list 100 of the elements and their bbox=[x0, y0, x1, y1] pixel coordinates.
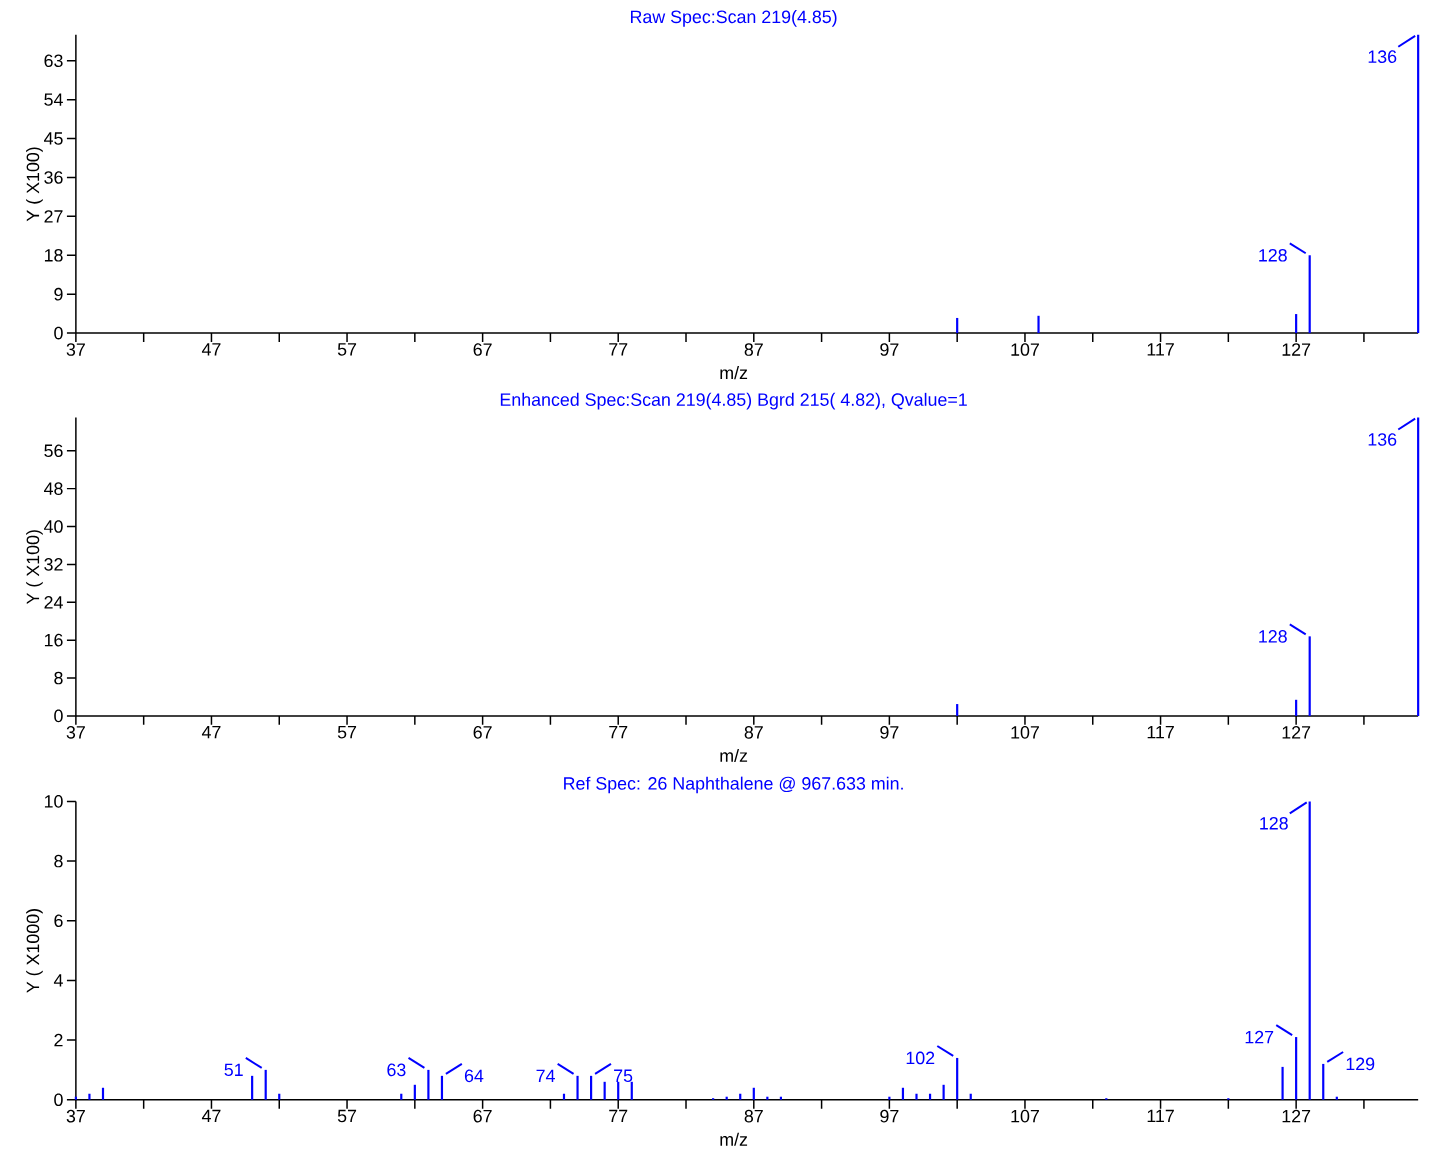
y-tick-label: 0 bbox=[54, 709, 63, 723]
y-tick-label: 18 bbox=[44, 248, 63, 262]
bar bbox=[901, 1087, 905, 1100]
bar bbox=[251, 1075, 254, 1100]
x-tick-label: 117 bbox=[1147, 343, 1174, 356]
x-tick-label: 97 bbox=[880, 725, 899, 739]
y-tick-label: 40 bbox=[44, 520, 63, 533]
x-tick-label: 57 bbox=[337, 343, 357, 356]
chart-title: Raw Spec:Scan 219(4.85) bbox=[630, 9, 837, 27]
bar bbox=[101, 1087, 105, 1100]
bar bbox=[1281, 1066, 1284, 1100]
x-tick-label: 47 bbox=[201, 343, 221, 356]
chart-title: Ref Spec: 26 Naphthalene @ 967.633 min. bbox=[564, 776, 903, 794]
bar bbox=[562, 1093, 566, 1100]
y-tick-label: 10 bbox=[44, 794, 63, 808]
bar bbox=[278, 1093, 281, 1100]
y-tick-label: 24 bbox=[44, 595, 63, 609]
bar bbox=[1308, 801, 1311, 1100]
bar bbox=[969, 1093, 972, 1100]
y-tick-label: 0 bbox=[54, 326, 63, 340]
annotation: 128 bbox=[1260, 816, 1288, 830]
x-tick-label: 87 bbox=[744, 343, 763, 356]
bar bbox=[603, 1081, 606, 1100]
bar bbox=[739, 1093, 742, 1100]
y-tick-label: 54 bbox=[44, 93, 63, 106]
y-tick-label: 9 bbox=[54, 287, 63, 301]
annotation: 51 bbox=[224, 1063, 243, 1076]
x-tick-label: 117 bbox=[1147, 725, 1174, 739]
x-tick-label: 77 bbox=[609, 1109, 628, 1122]
bar bbox=[956, 317, 959, 333]
x-tick-label: 57 bbox=[337, 725, 357, 739]
bar bbox=[915, 1093, 918, 1100]
y-tick-label: 45 bbox=[44, 132, 63, 145]
y-tick-label: 32 bbox=[44, 557, 63, 571]
x-axis-title: m/z bbox=[720, 748, 748, 762]
y-tick-label: 2 bbox=[54, 1033, 63, 1047]
bar bbox=[88, 1093, 91, 1100]
x-tick-label: 107 bbox=[1011, 1109, 1039, 1123]
bar bbox=[400, 1093, 403, 1100]
x-tick-label: 77 bbox=[609, 343, 628, 356]
x-tick-label: 97 bbox=[880, 1109, 899, 1123]
y-tick-label: 16 bbox=[44, 633, 63, 647]
bar bbox=[942, 1084, 945, 1100]
bar bbox=[630, 1081, 633, 1100]
bar bbox=[617, 1081, 620, 1100]
bar bbox=[1295, 313, 1298, 333]
y-tick-label: 48 bbox=[44, 482, 63, 495]
x-tick-label: 87 bbox=[744, 1109, 763, 1123]
x-tick-label: 67 bbox=[473, 725, 492, 739]
y-axis-title: Y ( X100) bbox=[26, 147, 43, 222]
x-tick-label: 107 bbox=[1011, 343, 1039, 356]
x-tick-label: 107 bbox=[1011, 725, 1039, 739]
y-tick-label: 8 bbox=[54, 854, 63, 868]
annotation: 136 bbox=[1368, 432, 1397, 446]
chart-title: Enhanced Spec:Scan 219(4.85) Bgrd 215( 4.82), Qvalue=1 bbox=[500, 392, 967, 410]
annotation: 128 bbox=[1259, 629, 1287, 643]
x-tick-label: 97 bbox=[880, 343, 899, 356]
annotation: 64 bbox=[464, 1069, 484, 1082]
annotation: 63 bbox=[387, 1063, 406, 1076]
y-tick-label: 6 bbox=[54, 914, 63, 927]
y-tick-label: 36 bbox=[44, 170, 63, 184]
annotation: 74 bbox=[536, 1069, 555, 1082]
x-tick-label: 127 bbox=[1282, 343, 1311, 356]
x-tick-label: 57 bbox=[337, 1109, 357, 1123]
bar bbox=[1322, 1063, 1325, 1100]
annotation: 102 bbox=[906, 1051, 935, 1065]
annotation: 75 bbox=[614, 1069, 633, 1082]
bar bbox=[576, 1075, 579, 1100]
bar bbox=[956, 703, 959, 716]
x-tick-label: 37 bbox=[66, 343, 85, 356]
annotation: 129 bbox=[1346, 1057, 1375, 1071]
y-axis-title: Y ( X100) bbox=[26, 530, 43, 604]
y-tick-label: 4 bbox=[53, 974, 63, 987]
bar bbox=[1037, 315, 1040, 333]
bar bbox=[752, 1087, 755, 1100]
bar bbox=[264, 1069, 267, 1100]
y-axis-title: Y ( X1000) bbox=[26, 908, 43, 993]
x-tick-label: 47 bbox=[201, 1109, 221, 1122]
x-tick-label: 47 bbox=[201, 725, 221, 739]
bar bbox=[1308, 636, 1311, 716]
x-tick-label: 37 bbox=[66, 725, 85, 739]
y-tick-label: 8 bbox=[54, 671, 63, 685]
x-axis-title: m/z bbox=[720, 1132, 748, 1146]
bar bbox=[956, 1057, 959, 1100]
bar bbox=[1295, 1036, 1298, 1100]
bar bbox=[1295, 699, 1298, 716]
x-tick-label: 127 bbox=[1282, 1109, 1311, 1123]
bar bbox=[440, 1075, 444, 1100]
x-tick-label: 37 bbox=[66, 1109, 85, 1123]
x-tick-label: 77 bbox=[609, 725, 628, 739]
annotation: 127 bbox=[1245, 1030, 1274, 1044]
y-tick-label: 63 bbox=[44, 54, 63, 67]
annotation: 128 bbox=[1259, 248, 1287, 262]
x-tick-label: 87 bbox=[744, 725, 763, 739]
bar bbox=[427, 1069, 430, 1100]
x-tick-label: 117 bbox=[1147, 1109, 1174, 1122]
x-tick-label: 67 bbox=[473, 343, 492, 356]
x-tick-label: 127 bbox=[1282, 725, 1311, 739]
y-tick-label: 0 bbox=[54, 1093, 63, 1106]
x-axis-title: m/z bbox=[720, 365, 748, 379]
